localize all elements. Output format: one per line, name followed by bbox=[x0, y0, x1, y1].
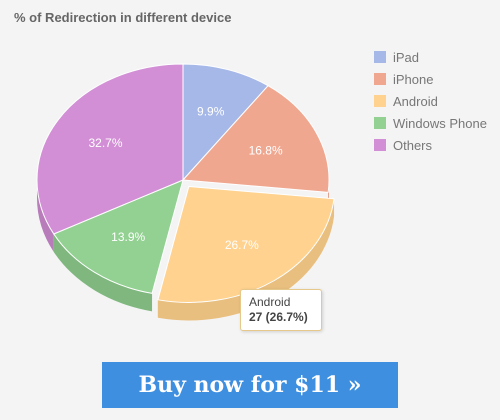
slice-label-android: 26.7% bbox=[225, 238, 259, 252]
legend-swatch bbox=[374, 51, 386, 63]
pie-slice-iphone[interactable] bbox=[181, 85, 330, 193]
legend-item-android[interactable]: Android bbox=[374, 90, 487, 112]
slice-label-others: 32.7% bbox=[89, 136, 123, 150]
slice-label-windows-phone: 13.9% bbox=[111, 230, 145, 244]
legend-swatch bbox=[374, 139, 386, 151]
legend-label: Others bbox=[393, 137, 433, 153]
legend-item-others[interactable]: Others bbox=[374, 134, 487, 156]
pie-slice-labels: 9.9% 16.8% 26.7% 13.9% 32.7% bbox=[89, 105, 283, 252]
legend-label: iPhone bbox=[393, 71, 434, 87]
legend-label: Android bbox=[393, 93, 438, 109]
pie-side-windows-phone bbox=[53, 233, 153, 312]
buy-now-button[interactable]: Buy now for $11 » bbox=[102, 362, 398, 408]
legend-swatch bbox=[374, 95, 386, 107]
legend-item-ipad[interactable]: iPad bbox=[374, 46, 487, 68]
chart-title: % of Redirection in different device bbox=[14, 10, 232, 25]
legend-label: iPad bbox=[393, 49, 420, 65]
legend-label: Windows Phone bbox=[393, 115, 487, 131]
pie-slice-windows-phone[interactable] bbox=[53, 179, 184, 294]
legend-item-iphone[interactable]: iPhone bbox=[374, 68, 487, 90]
slice-label-iphone: 16.8% bbox=[249, 144, 283, 158]
legend-swatch bbox=[374, 117, 386, 129]
pie-slice-others[interactable] bbox=[36, 63, 184, 235]
pie-slices bbox=[36, 63, 335, 303]
slice-label-ipad: 9.9% bbox=[197, 105, 225, 119]
tooltip-value: 27 (26.7%) bbox=[249, 310, 308, 324]
chart-legend: iPad iPhone Android Windows Phone Others bbox=[374, 46, 487, 156]
chart-tooltip: Android 27 (26.7%) bbox=[240, 289, 322, 331]
legend-swatch bbox=[374, 73, 386, 85]
pie-slice-android[interactable] bbox=[157, 185, 335, 303]
legend-item-windows-phone[interactable]: Windows Phone bbox=[374, 112, 487, 134]
pie-side-others bbox=[37, 180, 54, 252]
pie-slice-ipad[interactable] bbox=[182, 63, 269, 182]
tooltip-label: Android bbox=[249, 295, 291, 309]
